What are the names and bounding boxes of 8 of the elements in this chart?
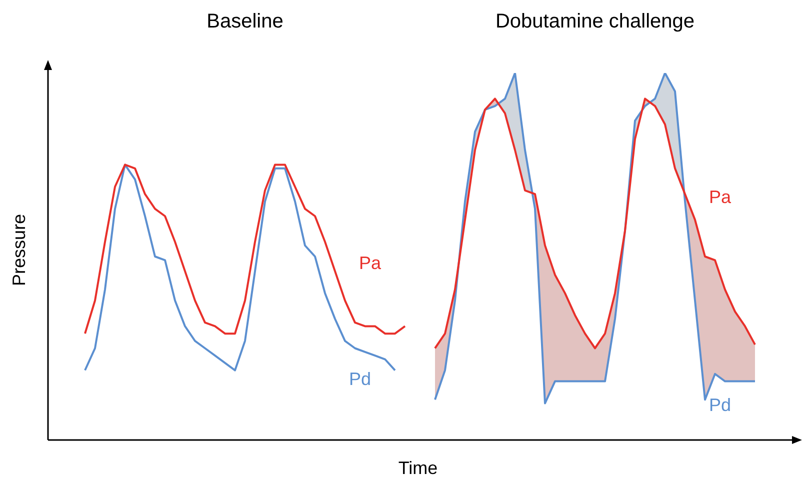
text: Baseline xyxy=(206,10,284,33)
text: Dobutamine challenge xyxy=(495,10,695,33)
series-label: Pa xyxy=(708,187,732,208)
y-axis-title: Pressure xyxy=(8,214,29,286)
series-label: Pa xyxy=(358,253,382,274)
series-label: Pd xyxy=(708,394,732,415)
x-axis-title: Time xyxy=(398,458,438,478)
series-label: Pd xyxy=(348,369,372,390)
